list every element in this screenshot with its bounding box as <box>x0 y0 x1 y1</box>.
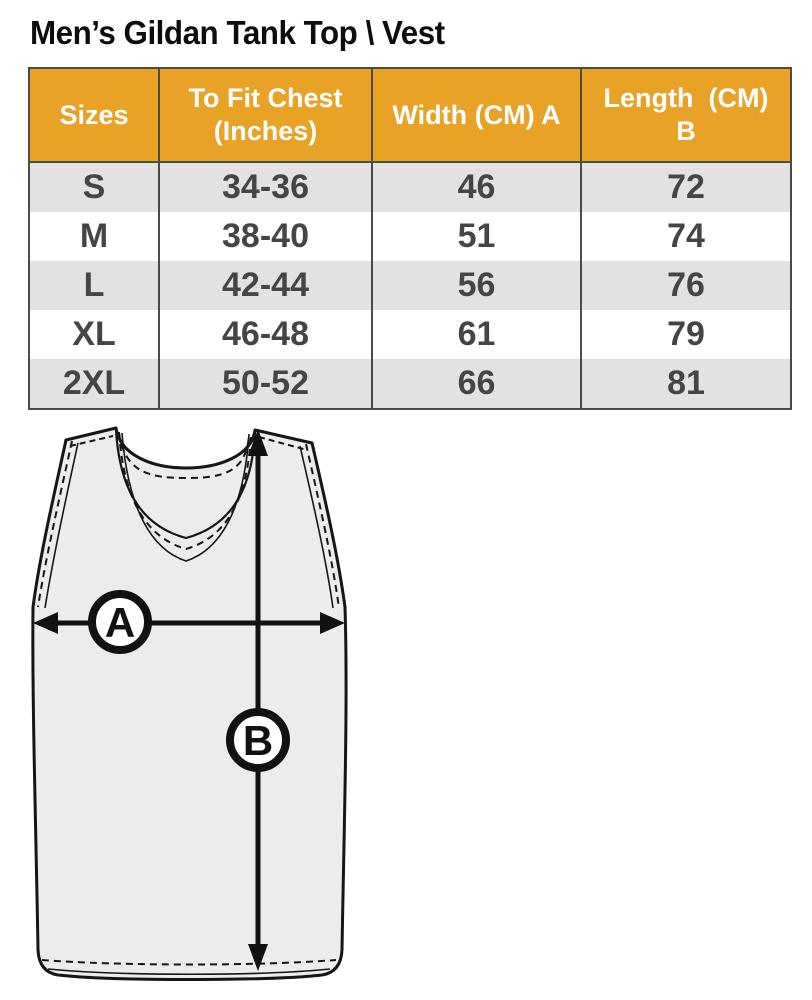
left-armhole-stitch-line <box>37 440 73 608</box>
garment-outline <box>31 426 348 981</box>
width-cell: 66 <box>371 359 582 409</box>
table-row-m: M 38-40 51 74 <box>28 212 792 261</box>
size-cell: S <box>28 162 160 212</box>
arrowhead-left <box>33 612 58 634</box>
header-row: Sizes To Fit Chest (Inches) Width (CM) A… <box>28 68 792 163</box>
length-cell: 81 <box>580 359 792 409</box>
size-cell: M <box>28 212 160 261</box>
width-cell: 61 <box>371 310 582 359</box>
chest-cell: 50-52 <box>158 359 373 409</box>
col-header-length: Length (CM) B <box>580 68 792 163</box>
length-arrow <box>248 429 268 971</box>
size-cell: L <box>28 261 160 310</box>
table-row-l: L 42-44 56 76 <box>28 261 792 310</box>
size-cell: XL <box>28 310 160 359</box>
front-neckline-outer <box>114 429 257 540</box>
length-label-badge: B <box>226 708 290 772</box>
arrowhead-up <box>248 429 268 456</box>
length-cell: 72 <box>580 162 792 212</box>
left-shoulder-stitch-line <box>69 435 114 447</box>
col-header-width: Width (CM) A <box>371 68 582 163</box>
width-label-a: A <box>105 599 135 646</box>
size-chart-table: Sizes To Fit Chest (Inches) Width (CM) A… <box>28 67 792 410</box>
width-cell: 56 <box>371 261 582 310</box>
width-cell: 46 <box>371 162 582 212</box>
col-header-chest: To Fit Chest (Inches) <box>158 68 373 163</box>
chest-cell: 46-48 <box>158 310 373 359</box>
length-label-b: B <box>243 717 273 764</box>
page-title: Men’s Gildan Tank Top \ Vest <box>30 14 445 51</box>
table-row-xl: XL 46-48 61 79 <box>28 310 792 359</box>
width-label-badge: A <box>88 590 152 654</box>
tank-top-diagram: A B <box>0 415 400 1000</box>
chest-cell: 38-40 <box>158 212 373 261</box>
width-cell: 51 <box>371 212 582 261</box>
left-armhole-inner <box>44 442 79 609</box>
table-row-s: S 34-36 46 72 <box>28 162 792 212</box>
arrowhead-down <box>248 944 268 971</box>
right-armhole-stitch-line <box>305 443 340 609</box>
hem-inner-line <box>47 968 331 976</box>
table-row-2xl: 2XL 50-52 66 81 <box>28 359 792 409</box>
length-cell: 74 <box>580 212 792 261</box>
length-cell: 76 <box>580 261 792 310</box>
chest-cell: 34-36 <box>158 162 373 212</box>
right-shoulder-stitch-line <box>258 436 308 451</box>
front-neckline-stitch-line <box>118 431 252 551</box>
length-cell: 79 <box>580 310 792 359</box>
col-header-sizes: Sizes <box>28 68 160 163</box>
front-neckline-inner <box>121 432 250 562</box>
size-cell: 2XL <box>28 359 160 409</box>
right-armhole-inner <box>299 445 334 609</box>
arrowhead-right <box>320 612 345 634</box>
back-neck-stitch-line <box>118 432 250 480</box>
chest-cell: 42-44 <box>158 261 373 310</box>
hem-stitch-line <box>41 959 337 966</box>
